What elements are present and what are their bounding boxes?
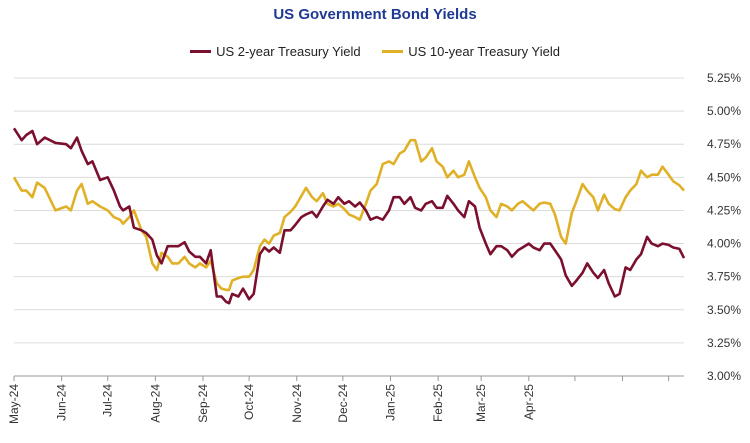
legend-swatch-10y: [382, 50, 404, 53]
y-tick-label: 4.50%: [707, 170, 741, 184]
x-tick-label: Sep-24: [196, 384, 210, 423]
y-tick-label: 5.25%: [707, 71, 741, 85]
chart-legend: US 2-year Treasury Yield US 10-year Trea…: [0, 41, 750, 59]
y-tick-label: 3.00%: [707, 369, 741, 383]
y-tick-label: 4.00%: [707, 237, 741, 251]
x-tick-label: Feb-25: [431, 384, 445, 422]
x-tick-label: May-24: [7, 384, 21, 424]
x-tick-label: Jul-24: [101, 384, 115, 417]
y-tick-label: 4.75%: [707, 137, 741, 151]
x-axis: [13, 375, 684, 381]
series-line-2y: [12, 127, 686, 305]
x-tick-label: Oct-24: [242, 384, 256, 420]
y-tick-labels: 3.00% 3.25% 3.50% 3.75% 4.00% 4.25% 4.50% 4.75%…: [707, 71, 741, 383]
legend-label-10y: US 10-year Treasury Yield: [408, 44, 560, 59]
grid-lines: [14, 77, 684, 344]
y-tick-label: 3.75%: [707, 270, 741, 284]
y-tick-label: 3.25%: [707, 336, 741, 350]
series-lines: [12, 127, 686, 305]
x-tick-labels: May-24 Jun-24 Jul-24 Aug-24 Sep-24 Oct-24 Nov-…: [7, 384, 536, 424]
x-tick-label: Dec-24: [336, 384, 350, 423]
y-tick-label: 4.25%: [707, 203, 741, 217]
x-tick-label: Jan-25: [383, 384, 397, 421]
chart-title: US Government Bond Yields: [273, 6, 477, 23]
legend-label-2y: US 2-year Treasury Yield: [216, 44, 361, 59]
y-tick-label: 3.50%: [707, 303, 741, 317]
legend-swatch-2y: [190, 50, 212, 53]
x-tick-label: Jun-24: [55, 384, 69, 421]
x-tick-label: Apr-25: [522, 384, 536, 420]
x-tick-label: Nov-24: [290, 384, 304, 423]
legend-item-2y: US 2-year Treasury Yield: [190, 44, 361, 59]
x-tick-label: Mar-25: [474, 384, 488, 422]
y-tick-label: 5.00%: [707, 104, 741, 118]
series-line-10y: [12, 138, 685, 292]
x-tick-label: Aug-24: [148, 384, 162, 423]
legend-item-10y: US 10-year Treasury Yield: [382, 44, 560, 59]
